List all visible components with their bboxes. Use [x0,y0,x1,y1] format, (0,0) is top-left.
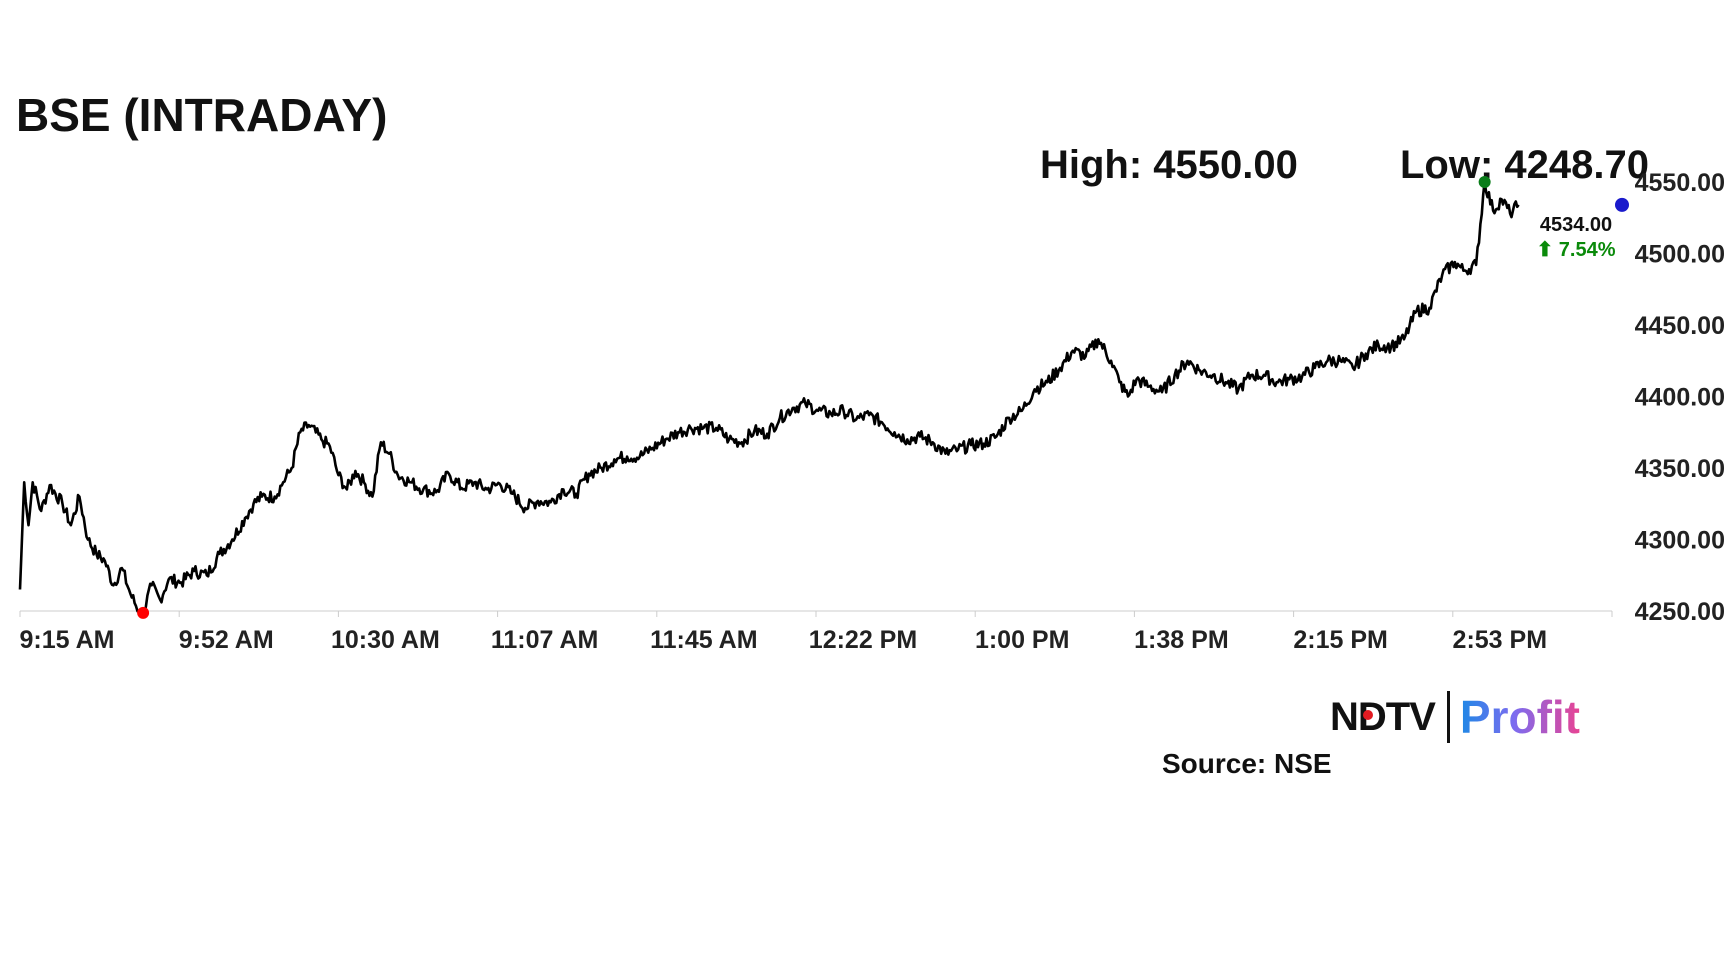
high-label: High: 4550.00 [1040,143,1298,187]
y-tick-label: 4550.00 [1635,169,1725,197]
x-axis: 9:15 AM 9:52 AM 10:30 AM 11:07 AM 11:45 AM 12… [19,610,1613,654]
y-tick-label: 4500.00 [1635,241,1725,269]
y-tick-label: 4350.00 [1635,455,1725,483]
x-tick-label: 12:22 PM [809,626,917,654]
logo-profit-text: Profit [1459,691,1580,743]
logo-red-dot [1363,710,1373,720]
x-tick-label: 2:15 PM [1293,626,1387,654]
low-label: Low: 4248.70 [1400,143,1650,187]
x-tick-label: 11:45 AM [650,626,757,654]
y-tick-label: 4450.00 [1635,312,1725,340]
y-tick-label: 4300.00 [1635,527,1725,555]
change-label: ⬆ 7.54% [1536,239,1615,261]
markers [137,176,1629,619]
y-tick-label: 4400.00 [1635,384,1725,412]
x-tick-label: 1:38 PM [1134,626,1228,654]
y-tick-label: 4250.00 [1635,598,1725,626]
last-price-label: 4534.00 [1540,214,1612,236]
y-axis: 4250.00 4300.00 4350.00 4400.00 4450.00 4500.… [1635,169,1725,626]
x-tick-label: 9:52 AM [179,626,274,654]
high-marker [1478,176,1491,188]
x-tick-label: 11:07 AM [491,626,598,654]
x-tick-label: 9:15 AM [20,626,115,654]
x-tick-label: 10:30 AM [331,626,440,654]
price-series [18,180,1520,617]
low-marker [137,606,150,619]
logo-ndtv-text: NDTV [1330,694,1436,739]
x-tick-label: 1:00 PM [975,626,1069,654]
logo-separator [1446,691,1450,743]
chart-title: BSE (INTRADAY) [16,89,388,141]
ndtv-profit-logo: NDTV Profit [1330,688,1580,746]
x-tick-label: 2:53 PM [1453,626,1547,654]
price-line [18,180,1520,617]
source-note: Source: NSE [1162,748,1332,779]
last-marker [1615,197,1629,212]
